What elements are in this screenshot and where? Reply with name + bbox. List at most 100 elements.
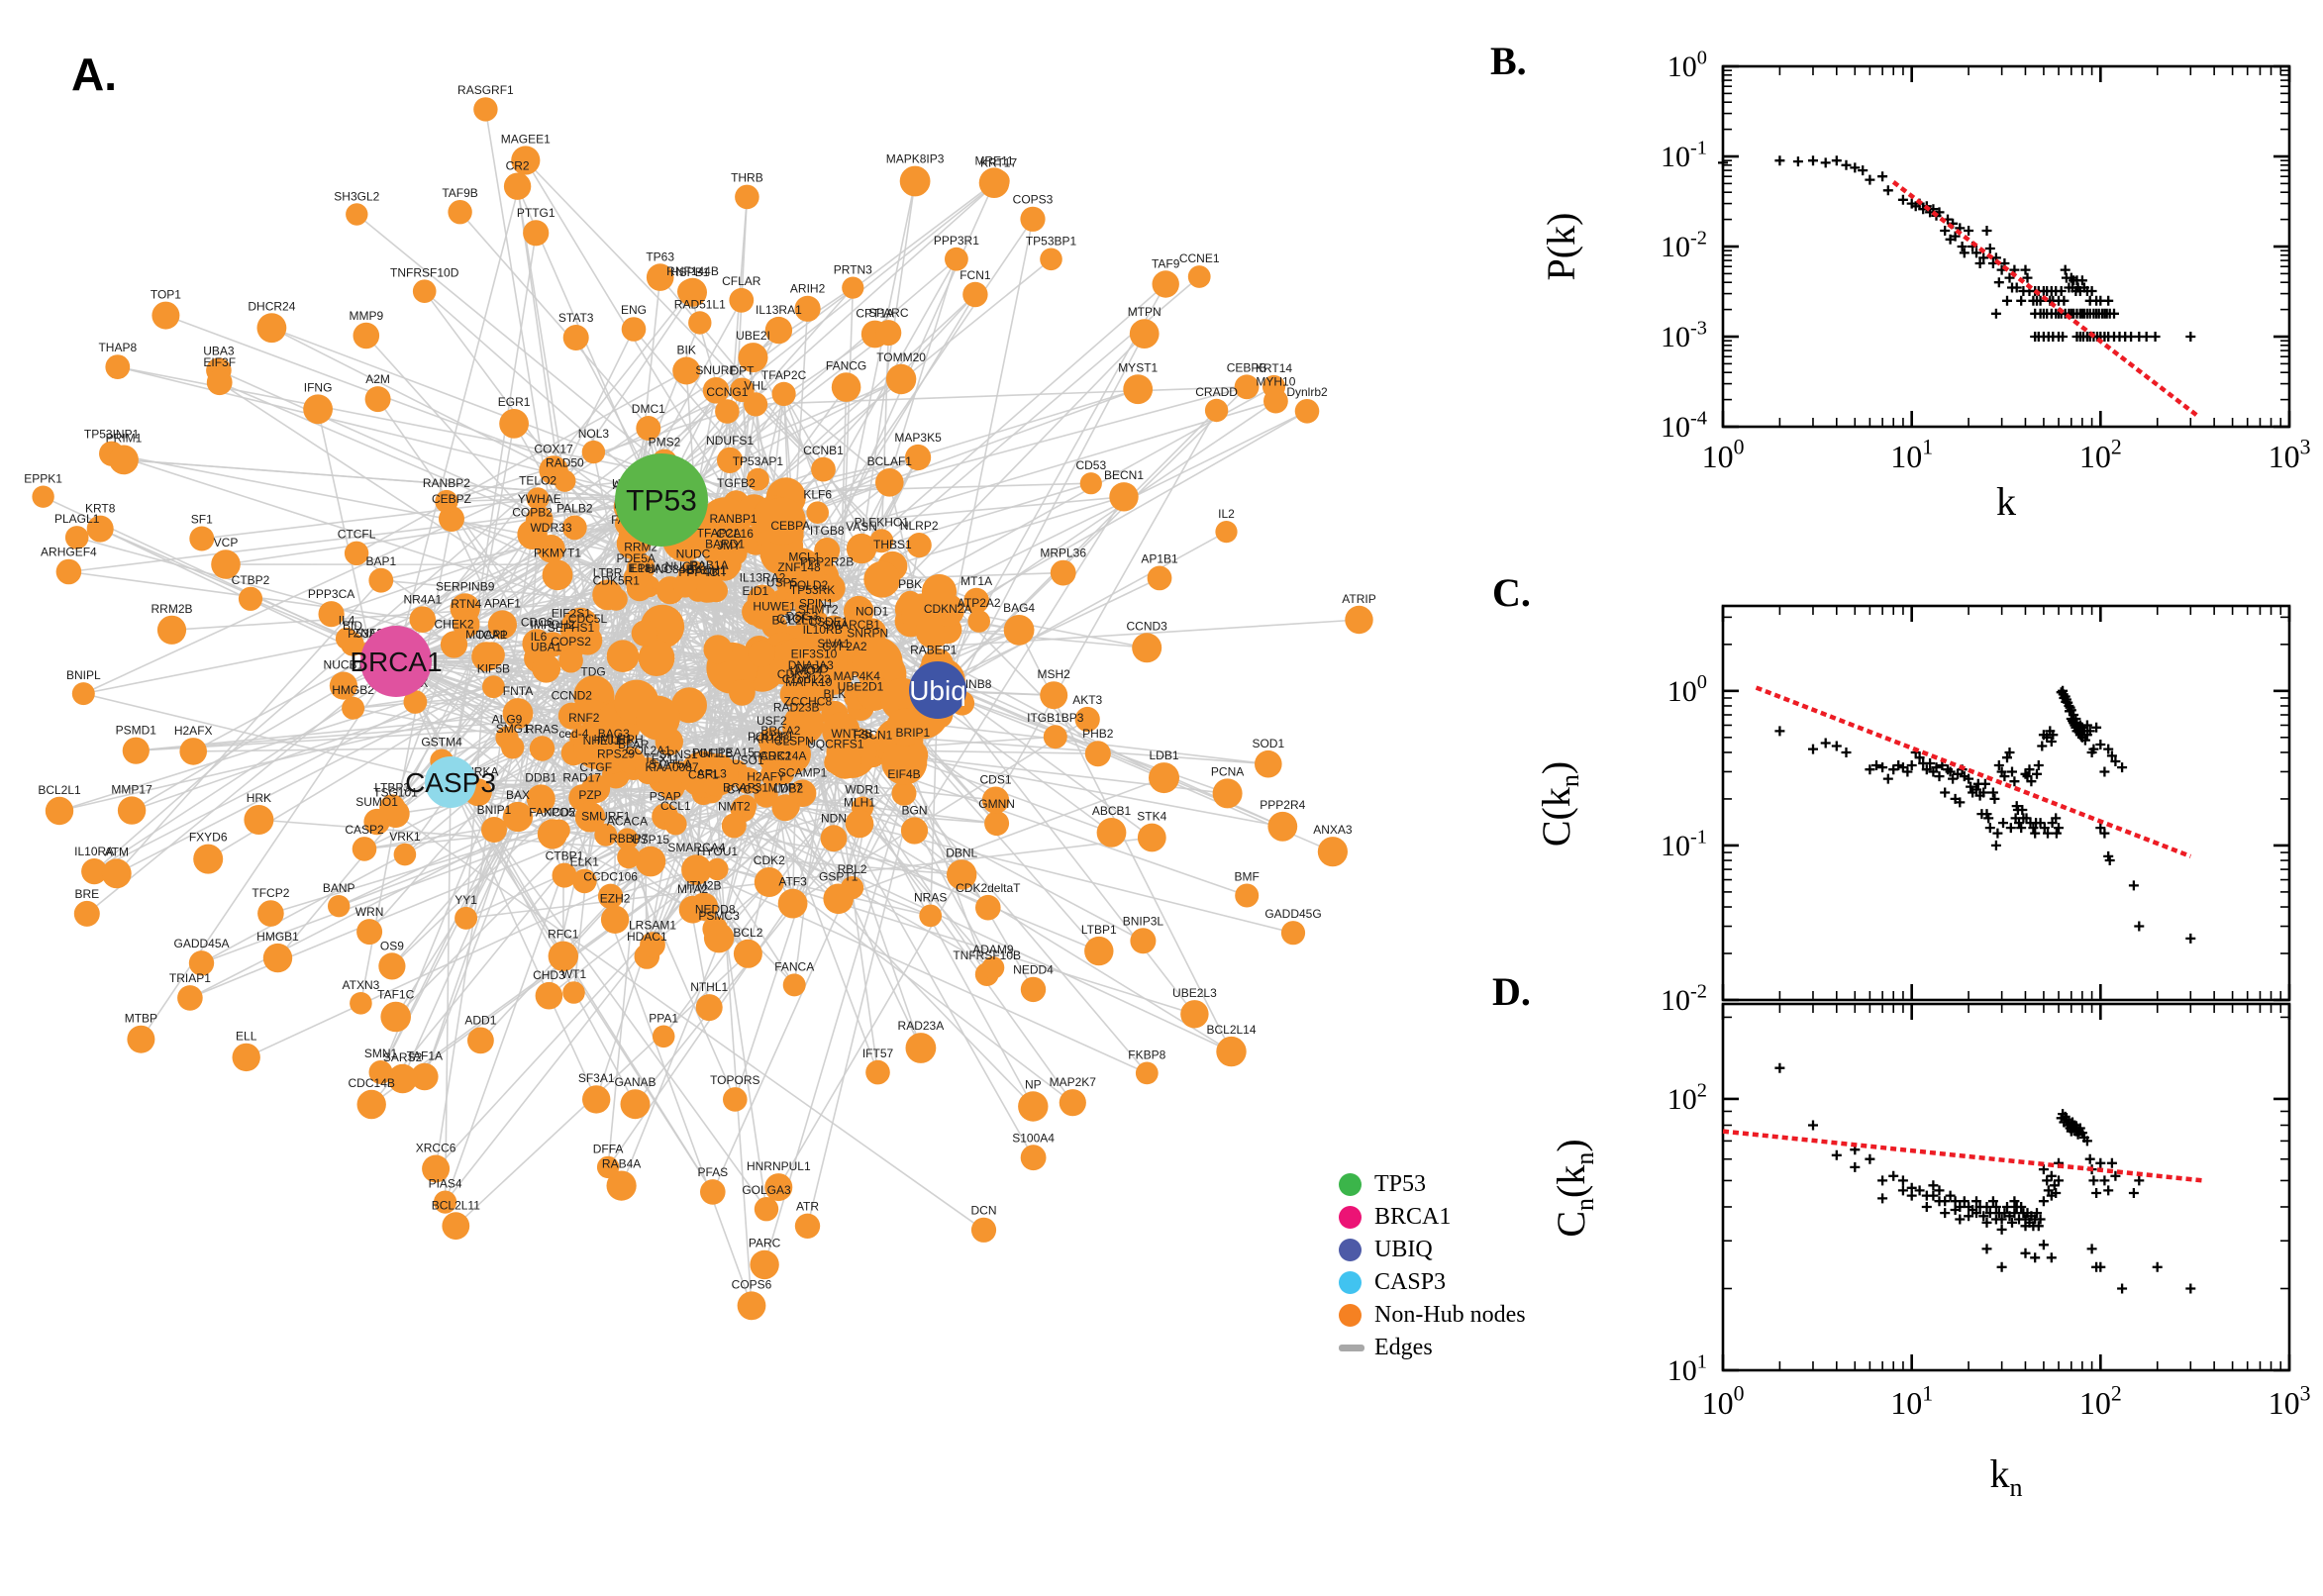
network-node-label: NUDC xyxy=(676,547,711,560)
network-node-label: CPT1A xyxy=(856,307,894,321)
network-node-label: COPS3 xyxy=(1013,193,1054,207)
y-tick-label: 100 xyxy=(1667,47,1707,83)
data-point xyxy=(1996,1224,2007,1235)
data-point xyxy=(1979,778,1990,789)
network-edge xyxy=(610,808,744,897)
network-node-label: BECN1 xyxy=(1104,468,1144,482)
network-node xyxy=(652,1025,675,1048)
network-node xyxy=(1187,265,1211,288)
network-node-label: ENG xyxy=(621,303,647,317)
network-edge xyxy=(83,692,452,783)
network-node-label: ABCB1 xyxy=(1092,804,1132,818)
network-node xyxy=(86,515,114,543)
network-node xyxy=(606,640,640,672)
network-edge xyxy=(379,667,548,1073)
network-node xyxy=(45,796,74,826)
network-node-label: BCL2L10 xyxy=(771,614,821,628)
network-node xyxy=(482,675,505,699)
network-node xyxy=(734,794,758,817)
network-node-label: CD53 xyxy=(1075,458,1106,472)
data-point xyxy=(1774,726,1785,737)
data-point xyxy=(2095,1157,2106,1168)
legend-item-label: BRCA1 xyxy=(1374,1204,1452,1230)
data-point xyxy=(1865,764,1875,775)
network-node-label: SPIN1 xyxy=(799,596,834,610)
network-node xyxy=(905,444,932,471)
network-node xyxy=(581,774,611,804)
network-node-label: PPP2R2B xyxy=(800,555,854,569)
network-node-label: CEBPB xyxy=(1227,360,1267,374)
network-node-label: RABEP1 xyxy=(910,643,958,656)
data-point xyxy=(1971,784,1981,795)
network-node-label: RBBP7 xyxy=(609,832,649,846)
network-node xyxy=(900,817,929,845)
network-node-label: HYOU1 xyxy=(697,845,739,858)
data-point xyxy=(2074,1123,2085,1134)
network-node xyxy=(865,1059,890,1085)
data-point xyxy=(2134,921,2145,932)
data-point xyxy=(2086,1244,2097,1254)
hub-node-label: BRCA1 xyxy=(350,647,442,677)
network-node xyxy=(754,783,778,808)
network-node-label: STAT5A xyxy=(649,757,692,771)
network-node-label: DDB1 xyxy=(525,770,556,784)
data-point xyxy=(2141,332,2152,342)
data-point xyxy=(2106,1157,2117,1168)
network-node xyxy=(1018,1091,1049,1122)
network-node-label: WRN xyxy=(355,905,384,919)
network-edge xyxy=(82,389,743,695)
network-node xyxy=(681,854,712,885)
network-node-label: BMF xyxy=(1235,869,1260,883)
data-point xyxy=(2058,332,2069,342)
network-node-label: ALG9 xyxy=(492,713,523,727)
network-node-label: XPO5 xyxy=(544,806,575,820)
data-point xyxy=(2088,744,2099,754)
network-node xyxy=(863,560,901,598)
network-node xyxy=(623,565,649,591)
data-point xyxy=(1992,828,2003,839)
network-node-label: EGR1 xyxy=(498,395,531,409)
legend-item: BRCA1 xyxy=(1339,1201,1526,1234)
network-node-label: ITGB8 xyxy=(810,524,845,538)
network-node-label: CCND3 xyxy=(1127,619,1168,633)
data-point xyxy=(2007,766,2017,777)
data-point xyxy=(1945,766,1956,777)
network-node xyxy=(845,809,874,839)
network-node xyxy=(561,515,587,541)
data-point xyxy=(1940,226,1951,236)
network-node xyxy=(899,165,931,197)
network-node xyxy=(502,698,534,729)
network-node-label: CLSPN xyxy=(774,734,814,748)
network-node-label: PCNA xyxy=(1211,764,1244,778)
chart-panel-c: 100 10-1 10-2 C(kn​) xyxy=(1534,604,2291,1017)
network-node-label: RAB4A xyxy=(602,1156,641,1170)
network-node xyxy=(738,343,768,373)
network-node-label: BNIP3L xyxy=(1123,914,1164,928)
data-point xyxy=(1831,741,1842,751)
network-edge xyxy=(395,660,583,799)
network-node xyxy=(695,994,723,1022)
network-node-label: ELK1 xyxy=(570,855,600,869)
network-node-label: HRK xyxy=(247,791,271,805)
network-node-label: LTBP3 xyxy=(374,780,410,794)
network-node xyxy=(970,1217,997,1243)
network-node-label: EIF4B xyxy=(887,767,920,781)
network-node-label: ATXN3 xyxy=(343,978,380,992)
network-node-label: CTCF xyxy=(776,612,808,626)
network-node xyxy=(81,858,108,885)
network-node xyxy=(730,377,755,403)
network-node xyxy=(572,868,597,894)
data-point xyxy=(2002,295,2012,306)
network-node-label: GSTM4 xyxy=(421,736,462,749)
network-node-label: ATF3 xyxy=(778,875,807,889)
network-node xyxy=(368,567,394,593)
data-point xyxy=(1978,1211,1989,1222)
data-point xyxy=(1981,226,1992,236)
network-node xyxy=(962,281,988,308)
network-node-label: SIVA1 xyxy=(817,637,850,650)
network-node xyxy=(526,784,556,814)
network-node-label: IL18 xyxy=(628,561,652,575)
network-node-label: NHEJ1 xyxy=(583,734,621,748)
network-node-label: KRT17 xyxy=(980,156,1017,170)
network-node xyxy=(1263,388,1288,414)
